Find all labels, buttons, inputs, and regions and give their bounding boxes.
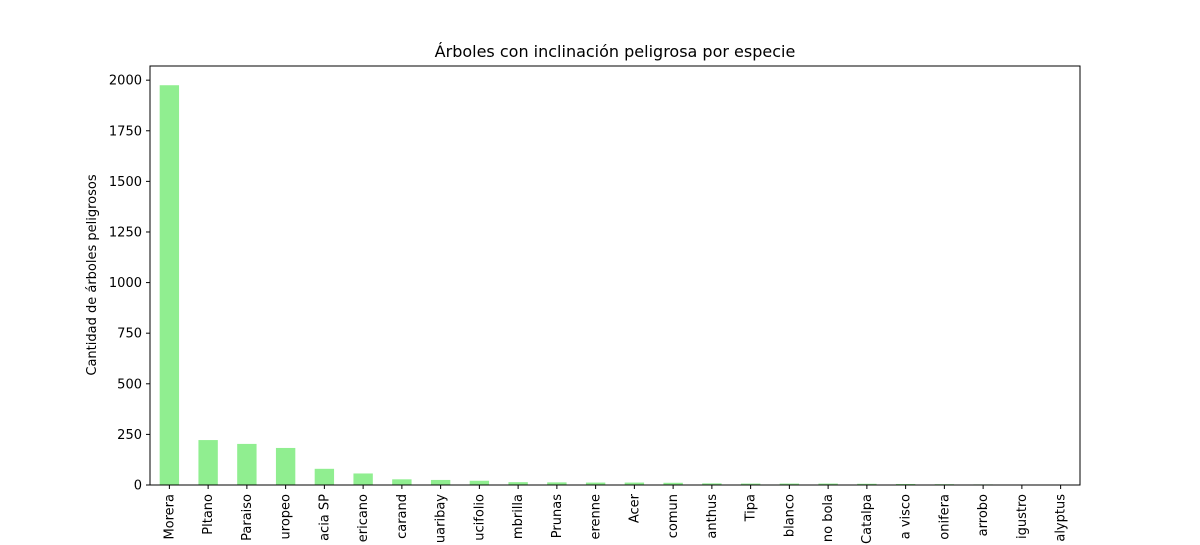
x-tick-label: uropeo xyxy=(279,494,294,540)
x-tick-label: anthus xyxy=(705,494,720,539)
x-tick-label: a visco xyxy=(899,494,914,539)
bar xyxy=(547,482,567,485)
bar xyxy=(585,482,606,485)
x-tick-label: carand xyxy=(395,494,410,539)
y-tick-label: 0 xyxy=(134,479,142,494)
bar xyxy=(857,483,877,485)
bar xyxy=(430,479,451,485)
y-tick-label: 1750 xyxy=(109,124,142,139)
bar xyxy=(159,85,180,486)
y-axis-label: Cantidad de árboles peligrosos xyxy=(85,174,100,375)
bars-group xyxy=(159,85,1071,486)
y-tick-label: 1500 xyxy=(109,175,142,190)
bar xyxy=(895,483,916,485)
x-tick-label: ucifolio xyxy=(472,494,487,541)
x-tick-label: blanco xyxy=(782,494,797,537)
bar xyxy=(702,483,722,485)
x-tick-label: acia SP xyxy=(317,494,332,541)
bar xyxy=(314,468,335,485)
x-tick-label: Paraiso xyxy=(240,494,255,541)
x-tick-label: ericano xyxy=(356,494,371,542)
plot-frame xyxy=(149,65,1081,486)
x-tick-label: Morera xyxy=(162,494,177,540)
bar xyxy=(198,440,218,485)
x-tick-label: uaribay xyxy=(434,494,449,543)
y-tick-label: 250 xyxy=(117,428,142,443)
bar xyxy=(779,483,800,485)
x-tick-label: erenne xyxy=(589,494,604,540)
y-tick-label: 750 xyxy=(117,327,142,342)
y-tick-label: 2000 xyxy=(109,74,142,89)
y-tick-label: 1250 xyxy=(109,225,142,240)
x-tick-label: igustro xyxy=(1015,494,1030,539)
x-tick-label: mbrilla xyxy=(511,494,526,539)
bar xyxy=(508,482,528,485)
y-tick-label: 500 xyxy=(117,377,142,392)
y-axis: 0 250 500 750 1000 1250 1500 1750 2000 xyxy=(109,74,150,494)
x-tick-label: arrobo xyxy=(976,494,991,536)
x-tick-label: no bola xyxy=(821,494,836,542)
x-tick-label: Acer xyxy=(627,493,642,523)
bar xyxy=(818,483,838,485)
bar xyxy=(663,482,683,485)
bar xyxy=(624,482,645,485)
x-tick-label: Tipa xyxy=(744,494,759,522)
bar xyxy=(392,479,412,485)
x-tick-label: Prunas xyxy=(550,494,565,538)
x-tick-label: Pltano xyxy=(201,494,216,535)
bar xyxy=(469,480,490,485)
bar xyxy=(237,443,257,485)
x-tick-label: Catalpa xyxy=(860,494,875,544)
y-tick-label: 1000 xyxy=(109,276,142,291)
x-axis: Morera Pltano Paraiso uropeo acia SP ericano c… xyxy=(162,485,1069,544)
bar xyxy=(275,447,296,485)
chart-title: Árboles con inclinación peligrosa por es… xyxy=(435,42,796,61)
x-tick-label: comun xyxy=(666,494,681,538)
x-tick-label: alyptus xyxy=(1054,494,1069,542)
bar xyxy=(353,473,373,485)
bar xyxy=(740,483,761,485)
x-tick-label: onifera xyxy=(937,494,952,540)
